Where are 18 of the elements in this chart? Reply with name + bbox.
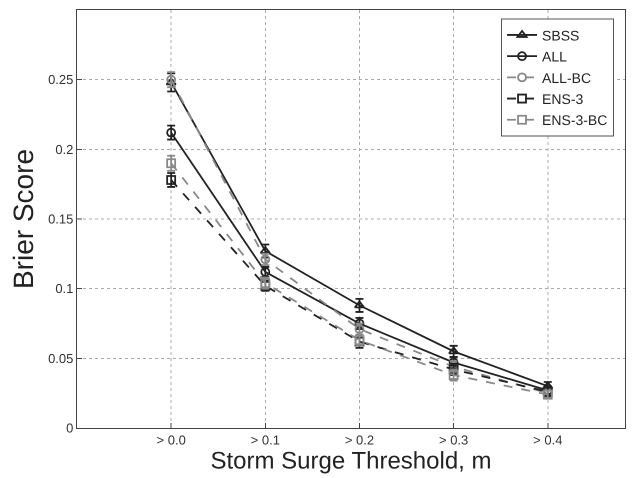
y-tick-label: 0.05 (48, 350, 74, 366)
y-tick-label: 0.2 (55, 142, 74, 157)
y-tick-label: 0 (66, 420, 74, 436)
legend-label: ALL-BC (542, 70, 592, 86)
legend-label: ENS-3 (542, 91, 584, 108)
y-tick-label: 0.25 (48, 72, 74, 88)
y-tick-label: 0.15 (48, 212, 74, 227)
legend-label: SBSS (542, 27, 580, 44)
x-tick-label: > 0.1 (250, 432, 280, 448)
y-tick-label: 0.1 (55, 281, 74, 296)
x-tick-label: > 0.4 (533, 432, 562, 448)
y-axis-title: Brier Score (8, 148, 39, 290)
legend-label: ALL (542, 48, 568, 65)
x-tick-label: > 0.2 (344, 432, 374, 448)
x-tick-label: > 0.3 (438, 432, 468, 448)
legend-label: ENS-3-BC (542, 112, 608, 128)
x-tick-label: > 0.0 (156, 432, 186, 448)
x-axis-title: Storm Surge Threshold, m (210, 448, 492, 475)
